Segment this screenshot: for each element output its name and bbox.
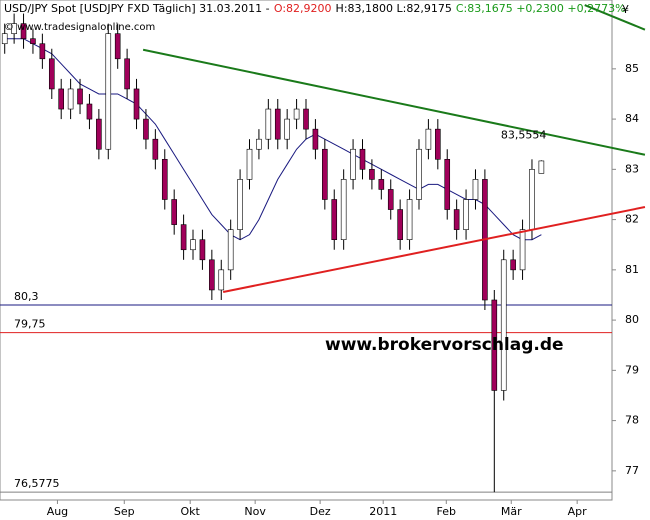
level-label: 80,3 [14,290,39,303]
candle-body [124,58,130,90]
y-tick-label: 80 [625,313,639,326]
candle-body [463,199,469,230]
currency: ¥ [622,3,629,16]
candle-body [1,33,8,45]
candle-body [180,224,187,251]
candle-body [67,88,74,110]
candle-body [86,103,93,120]
y-tick-label: 85 [625,62,639,75]
candle-body [491,299,498,391]
y-tick-label: 77 [625,464,639,477]
x-tick-label: Feb [437,505,456,518]
y-tick-label: 83 [625,162,639,175]
candle-body [406,199,413,240]
candle-body [161,158,168,200]
trendline [222,206,646,293]
candle-body [114,33,121,60]
moving-average [4,38,542,241]
candle-body [143,118,149,140]
candle-body [425,128,432,150]
candle-body [58,88,65,110]
copyright: © www.tradesignalonline.com [4,22,155,33]
level-label: 79,75 [14,318,46,331]
trendline [142,48,646,156]
x-tick-label: 2011 [369,505,397,518]
candle-body [209,259,215,291]
header-high-low: H:83,1800 L:82,9175 [336,2,452,15]
candle-body [303,108,309,130]
candle-body [20,23,27,39]
candle-body [265,108,272,140]
candle-body [199,239,206,261]
header-close-change: C:83,1675 +0,2300 +0,2773% [456,2,626,15]
candle-body [538,160,545,174]
watermark: www.brokervorschlag.de [325,335,564,355]
candle-body [30,38,36,45]
candle-body [529,169,535,230]
header: USD/JPY Spot [USDJPY FXD Täglich] 31.03.… [4,2,626,15]
candle-body [312,128,319,150]
candle-body [293,108,300,120]
y-tick-label: 82 [625,213,639,226]
level-label: 76,5775 [14,477,60,490]
candle-body [472,179,479,200]
candle-body [435,128,441,160]
candle-body [519,229,526,271]
y-tick-label: 79 [625,363,639,376]
candle-body [500,259,507,391]
x-tick-label: Nov [244,505,266,518]
header-open: O:82,9200 [274,2,332,15]
candle-body [274,108,281,140]
y-tick-label: 78 [625,414,639,427]
candle-body [171,199,177,225]
candle-body [11,23,17,34]
candle-body [378,179,385,190]
trendline [584,4,646,31]
candle-body [105,33,112,150]
candle-body [237,179,243,230]
y-tick-label: 81 [625,263,639,276]
candle-body [256,138,262,150]
candle-body [397,209,403,240]
candle-body [227,229,234,271]
candle-body [510,259,516,271]
candle-body [359,148,366,170]
candle-body [350,148,356,180]
header-instrument: USD/JPY Spot [USDJPY FXD Täglich] 31.03.… [4,2,270,15]
candle-body [152,138,159,160]
candle-body [39,43,46,60]
x-tick-label: Dez [310,505,331,518]
candle-body [444,158,451,210]
candle-body [284,118,290,140]
candle-body [416,148,422,200]
candle-body [340,179,347,240]
candle-body [133,88,140,120]
annotation: 83,5554 [501,129,546,142]
x-tick-label: Sep [114,505,135,518]
candle-body [322,148,328,200]
x-tick-label: Okt [181,505,201,518]
candle-body [96,118,102,150]
candle-body [48,58,55,90]
candle-body [246,148,253,180]
candle-body [77,88,83,105]
x-tick-label: Apr [568,505,588,518]
candle-body [453,209,460,230]
candle-body [218,269,225,291]
y-tick-label: 84 [625,112,639,125]
x-tick-label: Mär [501,505,522,518]
candle-body [190,239,196,251]
x-tick-label: Aug [47,505,68,518]
candle-body [387,189,394,210]
candle-body [331,199,338,240]
candle-body [369,169,375,180]
